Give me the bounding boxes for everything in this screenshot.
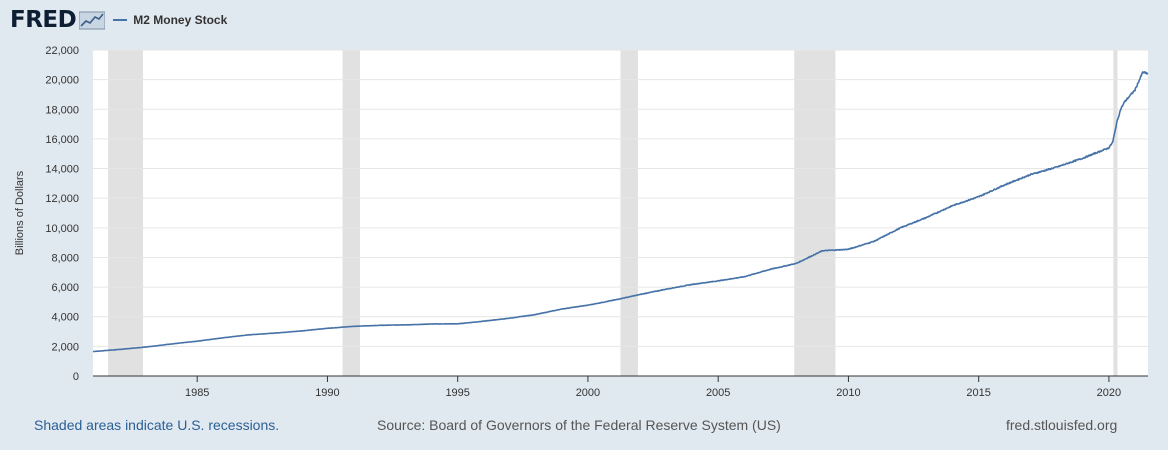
y-tick-label: 4,000 xyxy=(51,312,79,324)
recession-band xyxy=(342,50,361,376)
legend-line-swatch xyxy=(113,19,128,21)
x-tick-label: 2005 xyxy=(706,387,730,399)
y-axis-title: Billions of Dollars xyxy=(14,170,26,255)
x-tick-label: 1985 xyxy=(185,387,209,399)
fred-logo[interactable]: FRED xyxy=(10,7,77,33)
y-tick-label: 20,000 xyxy=(45,75,79,87)
chart-legend[interactable]: M2 Money Stock xyxy=(113,13,227,27)
y-tick-label: 12,000 xyxy=(45,193,79,205)
y-tick-label: 10,000 xyxy=(45,223,79,235)
source-text: Source: Board of Governors of the Federa… xyxy=(377,417,781,433)
header: FRED M2 Money Stock xyxy=(10,6,227,34)
site-url[interactable]: fred.stlouisfed.org xyxy=(1006,417,1118,433)
y-tick-label: 18,000 xyxy=(45,104,79,116)
y-tick-label: 0 xyxy=(73,371,79,383)
y-tick-label: 14,000 xyxy=(45,164,79,176)
recession-band xyxy=(794,50,836,376)
x-tick-label: 2010 xyxy=(836,387,860,399)
y-tick-label: 6,000 xyxy=(51,282,79,294)
x-tick-label: 2000 xyxy=(576,387,600,399)
y-axis-ticks: 0 2,000 4,000 6,000 8,000 10,000 12,000 14,000 1… xyxy=(45,45,79,383)
x-tick-label: 1990 xyxy=(315,387,339,399)
legend-label: M2 Money Stock xyxy=(133,13,228,27)
series-line-m2[interactable] xyxy=(92,71,1149,353)
chart[interactable]: 0 2,000 4,000 6,000 8,000 10,000 12,000 14,000 1… xyxy=(0,0,1168,410)
x-axis-ticks: 1985 1990 1995 2000 2005 2010 2015 2020 xyxy=(93,375,1148,399)
y-tick-label: 16,000 xyxy=(45,134,79,146)
recession-bands xyxy=(108,50,1118,376)
y-tick-label: 8,000 xyxy=(51,252,79,264)
x-tick-label: 1995 xyxy=(445,387,469,399)
recession-band xyxy=(620,50,638,376)
y-tick-label: 2,000 xyxy=(51,341,79,353)
series-group xyxy=(92,71,1149,353)
x-tick-label: 2015 xyxy=(966,387,990,399)
y-tick-label: 22,000 xyxy=(45,45,79,57)
recession-note-link[interactable]: Shaded areas indicate U.S. recessions. xyxy=(34,417,280,433)
recession-band xyxy=(1113,50,1118,376)
recession-band xyxy=(108,50,144,376)
x-tick-label: 2020 xyxy=(1097,387,1121,399)
